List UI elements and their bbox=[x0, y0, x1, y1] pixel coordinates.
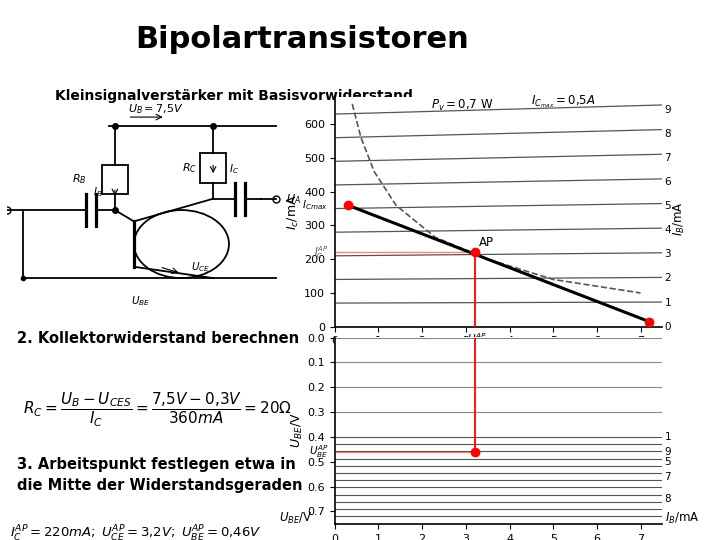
Text: 3: 3 bbox=[665, 249, 671, 259]
Text: $I_{Cmax}$: $I_{Cmax}$ bbox=[302, 198, 328, 212]
Bar bbox=[102, 165, 127, 194]
Text: 6: 6 bbox=[665, 177, 671, 187]
Text: $I_C$: $I_C$ bbox=[229, 163, 239, 176]
Text: 4: 4 bbox=[665, 225, 671, 235]
Text: 9: 9 bbox=[665, 105, 671, 114]
Text: $I_C^{AP} = 220mA;\;U_{CE}^{AP} = 3{,}2V;\;U_{BE}^{AP} = 0{,}46V$: $I_C^{AP} = 220mA;\;U_{CE}^{AP} = 3{,}2V… bbox=[10, 524, 262, 540]
Text: $U_B=7{,}5V$: $U_B=7{,}5V$ bbox=[127, 102, 183, 116]
Text: 2. Kollektorwiderstand berechnen: 2. Kollektorwiderstand berechnen bbox=[17, 332, 299, 347]
Y-axis label: $U_{BE}$/V: $U_{BE}$/V bbox=[289, 413, 305, 449]
Text: 2: 2 bbox=[665, 273, 671, 284]
Text: 8: 8 bbox=[665, 494, 671, 504]
Text: $I_B$/mA: $I_B$/mA bbox=[672, 201, 688, 236]
Text: $U_{CE}$: $U_{CE}$ bbox=[191, 260, 210, 274]
Text: $U_E$: $U_E$ bbox=[0, 203, 1, 217]
Text: $U_{BE}$/V: $U_{BE}$/V bbox=[279, 511, 313, 526]
Text: $I_{C_{max}}= 0{,}5A$: $I_{C_{max}}= 0{,}5A$ bbox=[531, 93, 596, 110]
Y-axis label: $I_c$/mA: $I_c$/mA bbox=[286, 194, 301, 230]
Text: 3. Arbeitspunkt festlegen etwa in
die Mitte der Widerstandsgeraden: 3. Arbeitspunkt festlegen etwa in die Mi… bbox=[17, 457, 302, 492]
Text: 9: 9 bbox=[665, 447, 671, 457]
Text: 1: 1 bbox=[665, 432, 671, 442]
Text: Kleinsignalverstärker mit Basisvorwiderstand: Kleinsignalverstärker mit Basisvorwiders… bbox=[55, 89, 413, 103]
Text: $R_C$: $R_C$ bbox=[182, 161, 197, 175]
Text: $I_C^{AP}$: $I_C^{AP}$ bbox=[314, 244, 328, 261]
Text: 1: 1 bbox=[665, 298, 671, 308]
Text: $U_{CE}^{AP}$: $U_{CE}^{AP}$ bbox=[467, 331, 487, 348]
Text: $R_B$: $R_B$ bbox=[72, 173, 86, 186]
Text: 0: 0 bbox=[665, 322, 671, 332]
Text: AP: AP bbox=[479, 237, 494, 249]
Text: 5: 5 bbox=[665, 457, 671, 467]
Text: $U_A$: $U_A$ bbox=[286, 192, 301, 206]
Text: $P_v= 0{,}7$ W: $P_v= 0{,}7$ W bbox=[431, 98, 493, 113]
Text: $U_{BE}$: $U_{BE}$ bbox=[131, 294, 150, 308]
X-axis label: $U_{CE}$/V: $U_{CE}$/V bbox=[481, 348, 516, 363]
Text: $I_B$/mA: $I_B$/mA bbox=[665, 511, 699, 526]
Text: $R_C = \dfrac{U_B - U_{CES}}{I_C} = \dfrac{7{,}5V - 0{,}3V}{360mA} = 20\Omega$: $R_C = \dfrac{U_B - U_{CES}}{I_C} = \dfr… bbox=[23, 391, 292, 429]
Text: $U_{BE}^{AP}$: $U_{BE}^{AP}$ bbox=[309, 443, 328, 460]
Text: 7: 7 bbox=[665, 471, 671, 482]
Text: Bipolartransistoren: Bipolartransistoren bbox=[135, 25, 469, 53]
Bar bbox=[200, 153, 226, 183]
Text: 7: 7 bbox=[665, 153, 671, 163]
Text: 5: 5 bbox=[665, 201, 671, 211]
Text: 8: 8 bbox=[665, 129, 671, 139]
Text: $I_B$: $I_B$ bbox=[93, 185, 102, 199]
